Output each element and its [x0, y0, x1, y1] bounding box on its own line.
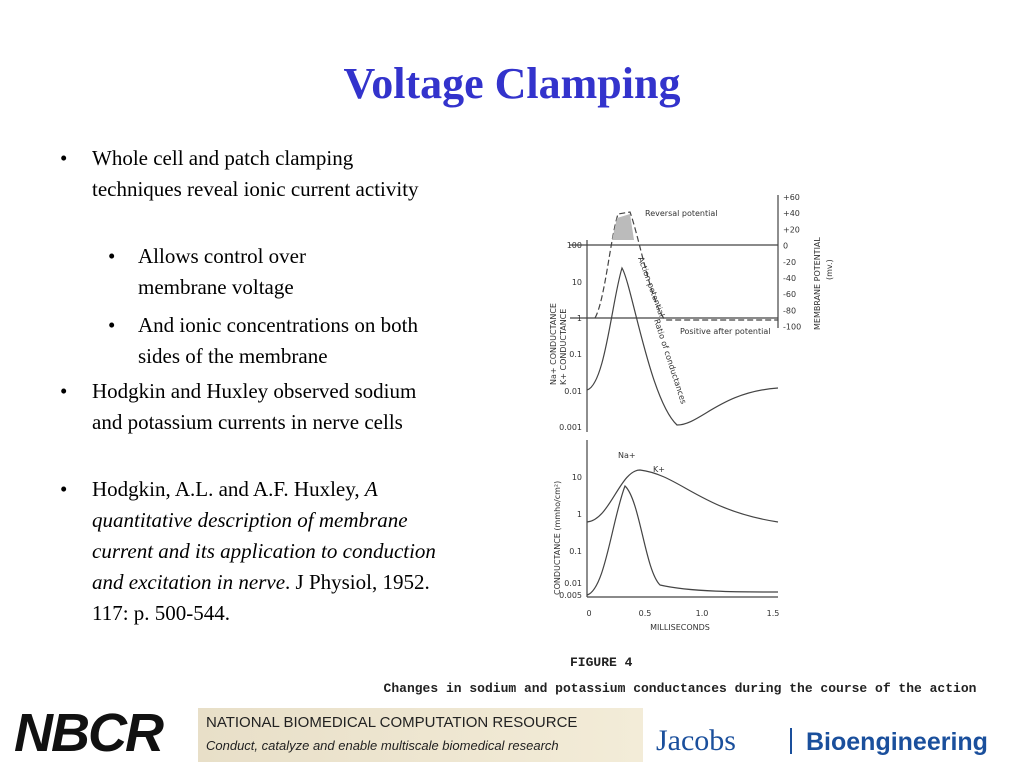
tick-label: 0: [783, 242, 788, 251]
annotation: Reversal potential: [645, 209, 718, 218]
tick-label: +60: [783, 193, 800, 202]
tick-label: 0.1: [569, 350, 582, 359]
tick-label: 10: [572, 278, 582, 287]
tick-label: +20: [783, 225, 800, 234]
tick-label: 1.0: [696, 609, 709, 618]
axis-label: MEMBRANE POTENTIAL: [813, 237, 822, 330]
reference-text: . J Physiol, 1952. 117: p. 500-544.: [92, 570, 430, 625]
tick-label: 0.5: [639, 609, 652, 618]
sub-bullet: And ionic concentrations on both sides o…: [138, 313, 418, 368]
k-curve: [586, 469, 779, 523]
bullet-dot: •: [108, 244, 116, 268]
tick-label: 100: [567, 241, 582, 250]
reference-text: Hodgkin, A.L. and A.F. Huxley,: [92, 477, 365, 501]
shading: [612, 214, 634, 240]
tick-label: -40: [783, 274, 796, 283]
axis-label: K+ CONDUCTANCE: [559, 309, 568, 385]
sub-bullet: Allows control over membrane voltage: [138, 244, 306, 299]
action-potential-curve: [594, 211, 778, 321]
figure: 1001010.10.010.001+60+40+200-20-40-60-80…: [549, 193, 834, 632]
curve-label: K+: [653, 465, 665, 474]
footer-dept: Bioengineering: [806, 728, 988, 756]
footer-logo: NBCR: [14, 703, 164, 763]
na-curve: [586, 484, 779, 596]
annotation: Action potential: [636, 256, 666, 318]
footer-divider: [790, 728, 792, 754]
ratio-curve: [586, 266, 779, 426]
bullet: Hodgkin and Huxley observed sodium and p…: [92, 379, 417, 434]
tick-label: -80: [783, 306, 796, 315]
tick-label: 0.01: [564, 579, 582, 588]
tick-label: +40: [783, 209, 800, 218]
footer-tagline: Conduct, catalyze and enable multiscale …: [206, 738, 559, 753]
tick-label: 0: [586, 609, 591, 618]
axis-label: MILLISECONDS: [650, 623, 710, 632]
bullet-dot: •: [60, 379, 68, 403]
bullet-dot: •: [60, 146, 68, 170]
tick-label: -20: [783, 258, 796, 267]
slide-title: Voltage Clamping: [343, 59, 681, 108]
annotation: Positive after potential: [680, 327, 770, 336]
tick-label: 10: [572, 473, 582, 482]
tick-label: 0.01: [564, 387, 582, 396]
footer-school: Jacobs: [656, 724, 736, 757]
tick-label: 1: [577, 314, 582, 323]
curve-label: Na+: [618, 451, 636, 460]
axis-label: Na+ CONDUCTANCE: [549, 303, 558, 385]
tick-label: -60: [783, 290, 796, 299]
tick-label: -100: [783, 323, 801, 332]
bullet-dot: •: [108, 313, 116, 337]
axis-label: CONDUCTANCE (mmho/cm²): [553, 481, 562, 595]
axis-label: (mv.): [825, 259, 834, 280]
bullet-dot: •: [60, 477, 68, 501]
bullet: Whole cell and patch clamping techniques…: [92, 146, 419, 201]
footer-org: NATIONAL BIOMEDICAL COMPUTATION RESOURCE: [206, 714, 578, 731]
tick-label: 0.1: [569, 547, 582, 556]
tick-label: 0.005: [559, 591, 582, 600]
footer-band: NATIONAL BIOMEDICAL COMPUTATION RESOURCE…: [198, 708, 643, 762]
tick-label: 1.5: [767, 609, 780, 618]
tick-label: 0.001: [559, 423, 582, 432]
tick-label: 1: [577, 510, 582, 519]
reference-title: A quantitative description of membrane c…: [92, 477, 436, 594]
footer: NBCR NATIONAL BIOMEDICAL COMPUTATION RES…: [0, 700, 1024, 768]
figure-number: FIGURE 4: [570, 655, 633, 670]
bullet: Hodgkin, A.L. and A.F. Huxley, A quantit…: [92, 474, 442, 629]
